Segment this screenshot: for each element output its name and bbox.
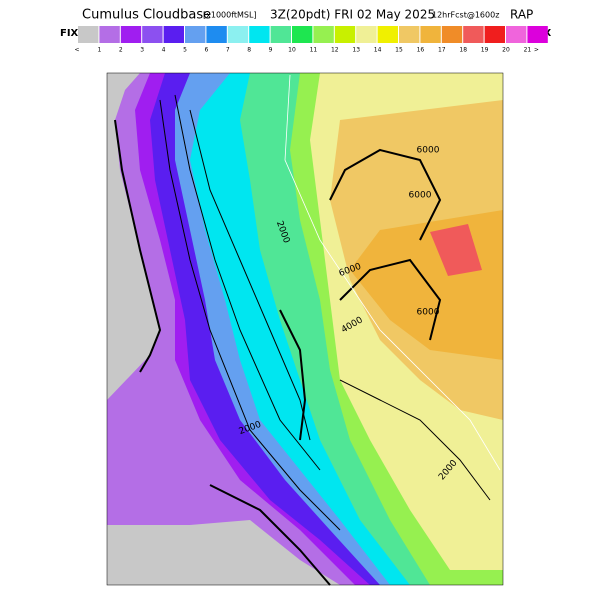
- legend-tick-label: 4: [162, 47, 166, 54]
- legend-swatch: [441, 26, 463, 43]
- legend-swatch: [270, 26, 291, 43]
- legend-tick-label: 11: [310, 47, 318, 54]
- legend-swatch: [185, 26, 206, 43]
- contour-line: [114, 119, 162, 373]
- legend-swatch: [356, 26, 377, 43]
- legend-swatch: [120, 26, 142, 43]
- contour-line: [174, 94, 321, 471]
- contour-line: [339, 258, 442, 341]
- legend-swatch: [377, 26, 398, 43]
- legend-tick-label: 13: [352, 47, 360, 54]
- legend: <1 2 3 4 5 6 7 8 9 10 11 12 13 14 15 16 17 18 19 20 21 >: [74, 26, 548, 54]
- legend-tick-label: 8: [247, 47, 251, 54]
- legend-tick-label: 20: [502, 47, 510, 54]
- legend-swatch: [527, 26, 548, 43]
- contour-line: [329, 148, 442, 241]
- legend-left-label: FIX: [60, 28, 79, 39]
- region: [430, 224, 482, 276]
- legend-swatch: [313, 26, 334, 43]
- contour-label: 6000: [417, 146, 440, 156]
- legend-swatch: [99, 26, 120, 43]
- legend-swatch: [142, 26, 163, 43]
- units: [x1000ftMSL]: [203, 11, 257, 20]
- legend-swatch: [249, 26, 270, 43]
- legend-swatch: [506, 26, 527, 43]
- contour-label: 6000: [417, 308, 440, 318]
- contour-line: [159, 99, 341, 531]
- legend-swatch: [206, 26, 227, 43]
- legend-tick-label: 1: [97, 47, 101, 54]
- model: RAP: [510, 8, 533, 22]
- legend-tick-label: 15: [395, 47, 403, 54]
- legend-tick-label: 6: [204, 47, 208, 54]
- valid-time: 3Z(20pdt) FRI 02 May 2025: [270, 8, 435, 22]
- map-frame: [106, 72, 504, 586]
- legend-tick-label: 17: [438, 47, 446, 54]
- contour-line: [189, 109, 311, 441]
- legend-swatch: [463, 26, 484, 43]
- legend-swatch: [78, 26, 99, 43]
- legend-tick-label: 5: [183, 47, 187, 54]
- legend-tick-label: 14: [374, 47, 382, 54]
- border: [284, 74, 501, 471]
- legend-swatch: [163, 26, 184, 43]
- contour-line: [209, 484, 331, 586]
- contour-line: [279, 309, 307, 441]
- legend-tick-label: 9: [269, 47, 273, 54]
- legend-tick-label: <: [74, 47, 79, 54]
- legend-tick-label: 18: [459, 47, 467, 54]
- legend-tick-label: 7: [226, 47, 230, 54]
- legend-swatch: [420, 26, 441, 43]
- legend-tick-label: 12: [331, 47, 339, 54]
- legend-tick-label: 3: [140, 47, 144, 54]
- contour-label: 6000: [409, 191, 432, 201]
- contour-line: [339, 379, 491, 501]
- map: [106, 72, 504, 586]
- legend-swatch: [292, 26, 313, 43]
- legend-swatch: [484, 26, 505, 43]
- legend-tick-label: 19: [481, 47, 489, 54]
- title: Cumulus Cloudbase: [82, 8, 211, 23]
- legend-swatch: [334, 26, 356, 43]
- legend-tick-label: 2: [119, 47, 123, 54]
- legend-tick-label: 16: [417, 47, 425, 54]
- forecast: 12hrFcst@1600z: [432, 11, 499, 20]
- legend-swatch: [399, 26, 420, 43]
- legend-tick-label: 21: [524, 47, 532, 54]
- legend-tick-label: 10: [288, 47, 296, 54]
- legend-swatch: [227, 26, 249, 43]
- legend-tick-label: >: [534, 47, 539, 54]
